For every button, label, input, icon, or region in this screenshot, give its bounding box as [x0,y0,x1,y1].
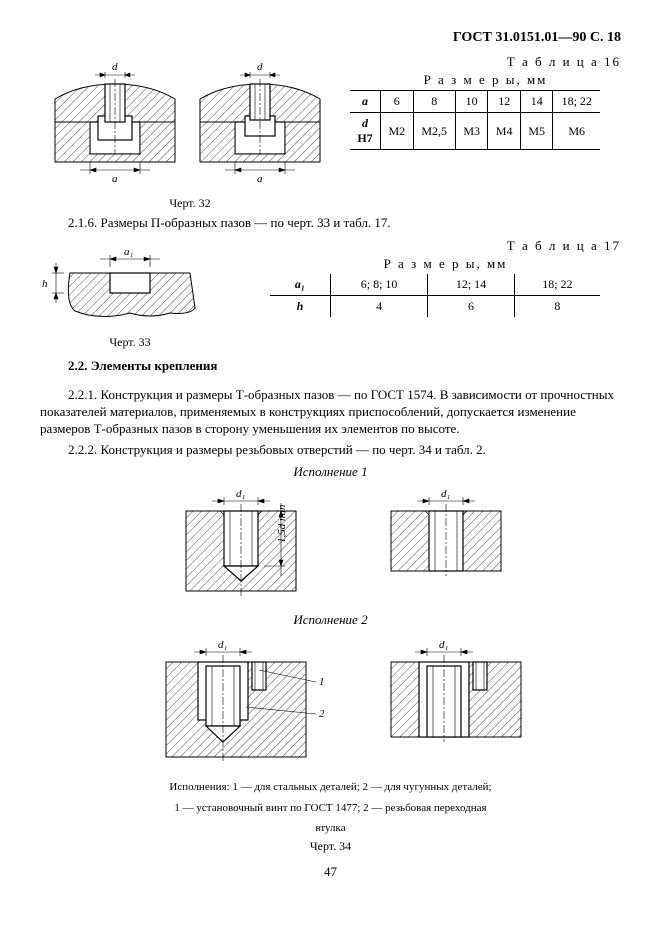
table-16-label: Т а б л и ц а 16 [350,54,621,70]
dim-d-label: d [112,61,118,73]
svg-text:2: 2 [319,708,325,720]
table-17-caption: Р а з м е р ы, мм [270,256,621,272]
svg-text:d₁: d₁ [441,488,451,500]
t16-cell: 10 [455,91,488,113]
dim-a1-label: a₁ [124,246,134,258]
t16-cell: М2,5 [413,113,455,150]
figure-34: Исполнение 1 d₁ [40,464,621,854]
fig34-note-2: 1 — установочный винт по ГОСТ 1477; 2 — … [40,801,621,815]
para-216: 2.1.6. Размеры П-образных пазов — по чер… [40,215,621,232]
svg-text:1,5d min: 1,5d min [276,504,288,543]
fig34-note-1: Исполнения: 1 — для стальных деталей; 2 … [40,780,621,794]
fig34-var1: Исполнение 1 [40,464,621,480]
t16-cell: 12 [488,91,521,113]
t16-cell: 8 [413,91,455,113]
svg-text:d₁: d₁ [439,639,449,651]
table-16: Т а б л и ц а 16 Р а з м е р ы, мм a 6 8… [350,54,621,150]
t16-cell: 14 [520,91,553,113]
t17-h-label: h [270,295,331,317]
t16-cell: М4 [488,113,521,150]
figure-34-caption: Черт. 34 [40,839,621,854]
t16-cell: М5 [520,113,553,150]
t16-cell: 18; 22 [553,91,600,113]
para-222: 2.2.2. Конструкция и размеры резьбовых о… [40,442,621,459]
t16-cell: М6 [553,113,600,150]
figure-33: a₁ h Черт. 33 [40,238,220,350]
svg-text:a: a [257,173,263,185]
fig34-note-3: втулка [40,821,621,835]
svg-text:1: 1 [319,676,325,688]
t17-cell: 6; 8; 10 [331,274,428,296]
t17-cell: 4 [331,295,428,317]
t16-row-d-label: d H7 [350,113,381,150]
t17-cell: 18; 22 [514,274,600,296]
section-22: 2.2. Элементы крепления [40,358,621,374]
t17-a1-label: a₁ [270,274,331,296]
table-17: Т а б л и ц а 17 Р а з м е р ы, мм a₁ 6;… [230,238,621,317]
figure-33-caption: Черт. 33 [40,335,220,350]
t16-row-a-label: a [350,91,381,113]
page-number: 47 [40,864,621,880]
dim-h-label: h [42,278,48,290]
fig34-var2: Исполнение 2 [40,612,621,628]
figure-32: d a [40,54,340,211]
t17-cell: 6 [428,295,515,317]
page-header: ГОСТ 31.0151.01—90 С. 18 [40,30,621,46]
dim-a-label: a [112,173,118,185]
svg-text:d₁: d₁ [218,639,228,651]
svg-text:d₁: d₁ [236,488,246,500]
t16-cell: М3 [455,113,488,150]
t17-cell: 12; 14 [428,274,515,296]
table-17-label: Т а б л и ц а 17 [270,238,621,254]
table-16-caption: Р а з м е р ы, мм [350,72,621,88]
t17-cell: 8 [514,295,600,317]
svg-text:d: d [257,61,263,73]
t16-cell: 6 [381,91,414,113]
t16-cell: М2 [381,113,414,150]
para-221: 2.2.1. Конструкция и размеры Т-образных … [40,387,621,438]
figure-32-caption: Черт. 32 [40,196,340,211]
